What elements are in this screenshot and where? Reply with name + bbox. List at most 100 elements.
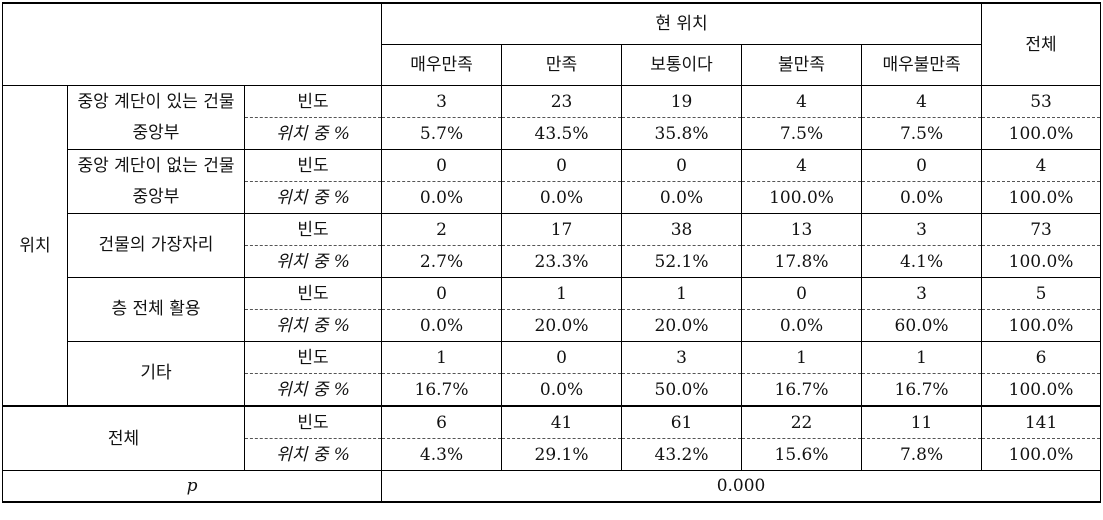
value-cell: 4.1% xyxy=(861,245,983,278)
table-row: 위치 중앙 계단이 있는 건물 중앙부 빈도 3 23 19 4 4 53 xyxy=(2,85,1102,407)
total-column-header: 전체 xyxy=(981,2,1102,86)
value-cell: 0 xyxy=(381,149,503,182)
satisfaction-crosstab: 현 위치 전체 매우만족 만족 보통이다 불만족 매우불만족 위치 중앙 계단이 … xyxy=(1,2,1102,503)
total-cell: 6 xyxy=(981,341,1102,374)
value-cell: 100.0% xyxy=(741,181,863,214)
value-cell: 23 xyxy=(501,85,623,118)
value-cell: 3 xyxy=(861,213,983,246)
total-cell: 100.0% xyxy=(981,245,1102,278)
metric-label-percent: 위치 중 % xyxy=(243,373,383,407)
total-cell: 100.0% xyxy=(981,309,1102,342)
value-cell: 1 xyxy=(741,341,863,374)
value-cell: 5.7% xyxy=(381,117,503,150)
total-row: 위치 중 % 4.3% 29.1% 43.2% 15.6% 7.8% 100.0% xyxy=(3,438,1102,471)
value-cell: 2 xyxy=(381,213,503,246)
category-label: 중앙 계단이 없는 건물 중앙부 xyxy=(67,149,245,214)
table-row: 위치 중 % 2.7% 23.3% 52.1% 17.8% 4.1% 100.0% xyxy=(3,245,1102,278)
metric-label-frequency: 빈도 xyxy=(243,149,383,182)
header-row-1: 현 위치 전체 xyxy=(1,2,1102,86)
value-cell: 0.0% xyxy=(381,181,503,214)
value-cell: 2.7% xyxy=(381,245,503,278)
p-label: p xyxy=(1,470,383,503)
total-cell: 141 xyxy=(981,405,1102,439)
value-cell: 0.0% xyxy=(501,373,623,407)
value-cell: 29.1% xyxy=(501,438,623,471)
value-cell: 38 xyxy=(621,213,743,246)
value-cell: 43.5% xyxy=(501,117,623,150)
value-cell: 19 xyxy=(621,85,743,118)
column-header: 만족 xyxy=(501,44,623,86)
metric-label-frequency: 빈도 xyxy=(243,405,383,439)
column-header: 매우불만족 xyxy=(861,44,983,86)
value-cell: 3 xyxy=(621,341,743,374)
total-cell: 4 xyxy=(981,149,1102,182)
value-cell: 4 xyxy=(741,85,863,118)
value-cell: 0 xyxy=(741,277,863,310)
total-cell: 100.0% xyxy=(981,181,1102,214)
value-cell: 0.0% xyxy=(501,181,623,214)
value-cell: 16.7% xyxy=(381,373,503,407)
column-header: 보통이다 xyxy=(621,44,743,86)
value-cell: 0.0% xyxy=(381,309,503,342)
value-cell: 3 xyxy=(861,277,983,310)
value-cell: 0 xyxy=(501,149,623,182)
table-row: 위치 중 % 0.0% 20.0% 20.0% 0.0% 60.0% 100.0% xyxy=(3,309,1102,342)
column-header: 매우만족 xyxy=(381,44,503,86)
metric-label-percent: 위치 중 % xyxy=(243,309,383,342)
metric-label-frequency: 빈도 xyxy=(243,341,383,374)
value-cell: 3 xyxy=(381,85,503,118)
metric-label-percent: 위치 중 % xyxy=(243,117,383,150)
metric-label-percent: 위치 중 % xyxy=(243,245,383,278)
header-row-2: 매우만족 만족 보통이다 불만족 매우불만족 xyxy=(3,44,1101,86)
value-cell: 1 xyxy=(501,277,623,310)
value-cell: 13 xyxy=(741,213,863,246)
value-cell: 43.2% xyxy=(621,438,743,471)
value-cell: 0.0% xyxy=(621,181,743,214)
column-header: 불만족 xyxy=(741,44,863,86)
total-cell: 100.0% xyxy=(981,117,1102,150)
table-row: 기타 빈도 1 0 3 1 1 6 xyxy=(3,341,1102,407)
value-cell: 20.0% xyxy=(621,309,743,342)
value-cell: 61 xyxy=(621,405,743,439)
category-label: 중앙 계단이 있는 건물 중앙부 xyxy=(67,85,245,150)
value-cell: 50.0% xyxy=(621,373,743,407)
total-cell: 100.0% xyxy=(981,373,1102,407)
table-row: 건물의 가장자리 빈도 2 17 38 13 3 73 xyxy=(3,213,1102,278)
value-cell: 0 xyxy=(621,149,743,182)
value-cell: 0 xyxy=(381,277,503,310)
table-row: 위치 중 % 0.0% 0.0% 0.0% 100.0% 0.0% 100.0% xyxy=(3,181,1102,214)
value-cell: 0 xyxy=(501,341,623,374)
value-cell: 60.0% xyxy=(861,309,983,342)
value-cell: 16.7% xyxy=(861,373,983,407)
value-cell: 4.3% xyxy=(381,438,503,471)
row-group-label: 위치 xyxy=(2,85,68,407)
value-cell: 35.8% xyxy=(621,117,743,150)
value-cell: 16.7% xyxy=(741,373,863,407)
total-cell: 73 xyxy=(981,213,1102,246)
value-cell: 41 xyxy=(501,405,623,439)
category-label: 기타 xyxy=(67,341,245,407)
value-cell: 4 xyxy=(861,85,983,118)
value-cell: 6 xyxy=(381,405,503,439)
value-cell: 7.5% xyxy=(861,117,983,150)
table-row: 중앙 계단이 없는 건물 중앙부 빈도 0 0 0 4 0 4 xyxy=(3,149,1102,214)
value-cell: 20.0% xyxy=(501,309,623,342)
value-cell: 22 xyxy=(741,405,863,439)
p-value-row: p 0.000 xyxy=(1,470,1102,503)
total-cell: 5 xyxy=(981,277,1102,310)
table-row: 층 전체 활용 빈도 0 1 1 0 3 5 xyxy=(3,277,1102,342)
value-cell: 1 xyxy=(381,341,503,374)
table-row: 위치 중 % 5.7% 43.5% 35.8% 7.5% 7.5% 100.0% xyxy=(3,117,1102,150)
value-cell: 52.1% xyxy=(621,245,743,278)
metric-label-percent: 위치 중 % xyxy=(243,438,383,471)
value-cell: 0 xyxy=(861,149,983,182)
total-row: 전체 빈도 6 41 61 22 11 141 xyxy=(2,405,1102,471)
value-cell: 1 xyxy=(621,277,743,310)
total-cell: 53 xyxy=(981,85,1102,118)
table-body: 현 위치 전체 매우만족 만족 보통이다 불만족 매우불만족 위치 중앙 계단이 … xyxy=(1,2,1102,503)
value-cell: 23.3% xyxy=(501,245,623,278)
value-cell: 7.5% xyxy=(741,117,863,150)
metric-label-frequency: 빈도 xyxy=(243,85,383,118)
total-cell: 100.0% xyxy=(981,438,1102,471)
category-label: 층 전체 활용 xyxy=(67,277,245,342)
